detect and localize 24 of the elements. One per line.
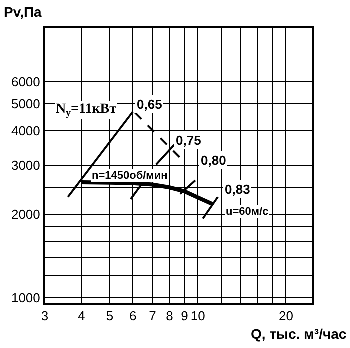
x-axis-title: Q, тыс. м³/час [251, 326, 347, 342]
y-axis-title: Pv,Па [4, 4, 42, 20]
y-tick-label: 4000 [11, 124, 40, 139]
annotation: n=1450об/мин [92, 170, 168, 182]
x-tick-label: 10 [190, 308, 206, 324]
x-tick-label: 5 [106, 308, 114, 324]
x-tick-label: 4 [78, 308, 86, 324]
annotation: N$_{y}$=11кВт [56, 102, 117, 119]
x-tick-label: 20 [278, 308, 294, 324]
y-tick-label: 5000 [11, 96, 40, 112]
y-tick-label: 2000 [11, 207, 40, 222]
annotation: 0,83 [225, 182, 250, 197]
x-tick-label: 6 [130, 308, 137, 324]
x-tick-label: 8 [166, 308, 174, 324]
x-tick-label: 3 [41, 308, 49, 324]
y-tick-label: 6000 [11, 74, 40, 90]
annotation: 0,75 [176, 133, 202, 148]
annotation: u=60м/с [226, 206, 269, 218]
y-tick-label: 3000 [11, 158, 40, 174]
annotation: 0,65 [137, 97, 162, 112]
annotation: 0,80 [201, 153, 226, 168]
x-tick-label: 7 [149, 308, 156, 324]
x-tick-label: 9 [181, 308, 188, 324]
y-tick-label: 1000 [11, 290, 40, 306]
